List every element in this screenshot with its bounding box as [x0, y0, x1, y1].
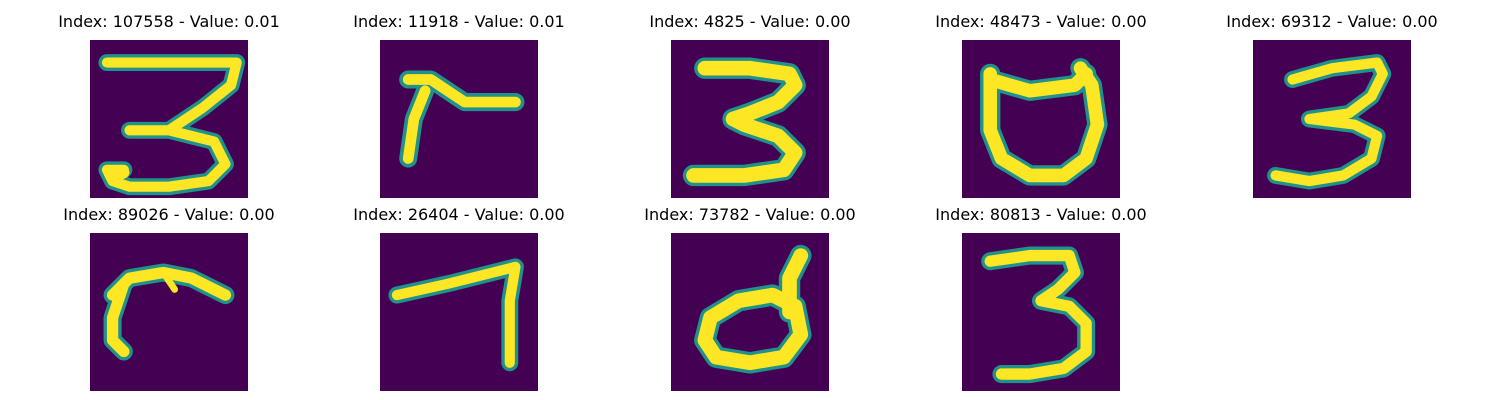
- digit-image: [671, 233, 829, 391]
- panel: Index: 26404 - Value: 0.00: [314, 205, 604, 395]
- digit-image: [1253, 40, 1411, 198]
- panel: Index: 4825 - Value: 0.00: [605, 12, 895, 202]
- panel-title: Index: 89026 - Value: 0.00: [63, 205, 275, 224]
- panel-title: Index: 26404 - Value: 0.00: [353, 205, 565, 224]
- panel: Index: 11918 - Value: 0.01: [314, 12, 604, 202]
- digit-image: [962, 233, 1120, 391]
- panel-title: Index: 48473 - Value: 0.00: [935, 12, 1147, 31]
- panel: Index: 69312 - Value: 0.00: [1187, 12, 1477, 202]
- digit-image: [380, 233, 538, 391]
- panel-title: Index: 4825 - Value: 0.00: [649, 12, 851, 31]
- digit-image: [380, 40, 538, 198]
- digit-image: [671, 40, 829, 198]
- digit-image: [90, 40, 248, 198]
- panel-title: Index: 69312 - Value: 0.00: [1226, 12, 1438, 31]
- panel-title: Index: 107558 - Value: 0.01: [58, 12, 280, 31]
- panel-title: Index: 80813 - Value: 0.00: [935, 205, 1147, 224]
- panel-title: Index: 73782 - Value: 0.00: [644, 205, 856, 224]
- panel: Index: 48473 - Value: 0.00: [896, 12, 1186, 202]
- panel-title: Index: 11918 - Value: 0.01: [353, 12, 565, 31]
- panel: Index: 80813 - Value: 0.00: [896, 205, 1186, 395]
- panel: Index: 107558 - Value: 0.01: [24, 12, 314, 202]
- panel: Index: 89026 - Value: 0.00: [24, 205, 314, 395]
- digit-image: [90, 233, 248, 391]
- panel: Index: 73782 - Value: 0.00: [605, 205, 895, 395]
- digit-image: [962, 40, 1120, 198]
